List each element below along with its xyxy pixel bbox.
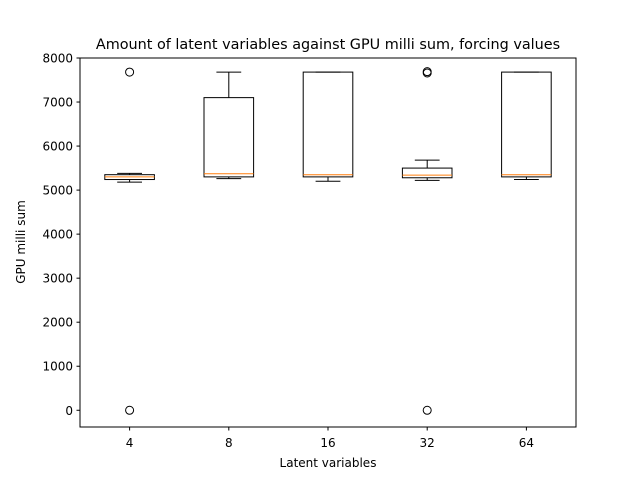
chart-title: Amount of latent variables against GPU m… — [96, 37, 560, 53]
y-tick-label: 4000 — [42, 228, 73, 242]
x-tick-label: 8 — [225, 436, 233, 450]
y-tick-label: 8000 — [42, 52, 73, 66]
x-tick-label: 16 — [320, 436, 335, 450]
box-4 — [104, 67, 155, 415]
x-axis: 4 8 16 32 64 — [126, 427, 534, 450]
box-iqr — [302, 71, 354, 178]
y-tick-label: 5000 — [42, 184, 73, 198]
outlier-point — [125, 405, 135, 415]
x-axis-label: Latent variables — [280, 456, 377, 470]
y-tick-label: 0 — [65, 404, 73, 418]
x-tick-label: 64 — [519, 436, 534, 450]
box-iqr — [203, 97, 255, 178]
box-iqr — [401, 167, 453, 179]
outlier-point — [125, 67, 135, 77]
box-16 — [302, 71, 354, 182]
outlier-point — [422, 68, 432, 78]
y-tick-label: 6000 — [42, 140, 73, 154]
outlier-point — [422, 405, 432, 415]
box-iqr — [501, 71, 552, 178]
y-tick-label: 2000 — [42, 316, 73, 330]
box-8 — [203, 71, 255, 180]
y-tick-label: 7000 — [42, 96, 73, 110]
x-tick-label: 32 — [420, 436, 435, 450]
box-64 — [501, 71, 552, 181]
x-tick-label: 4 — [126, 436, 134, 450]
y-axis: 0 1000 2000 3000 4000 5000 6000 7000 8000 — [42, 52, 80, 418]
box-32 — [401, 67, 453, 415]
y-tick-label: 1000 — [42, 360, 73, 374]
plot-area — [104, 67, 552, 415]
y-tick-label: 3000 — [42, 272, 73, 286]
y-axis-label: GPU milli sum — [14, 200, 28, 284]
